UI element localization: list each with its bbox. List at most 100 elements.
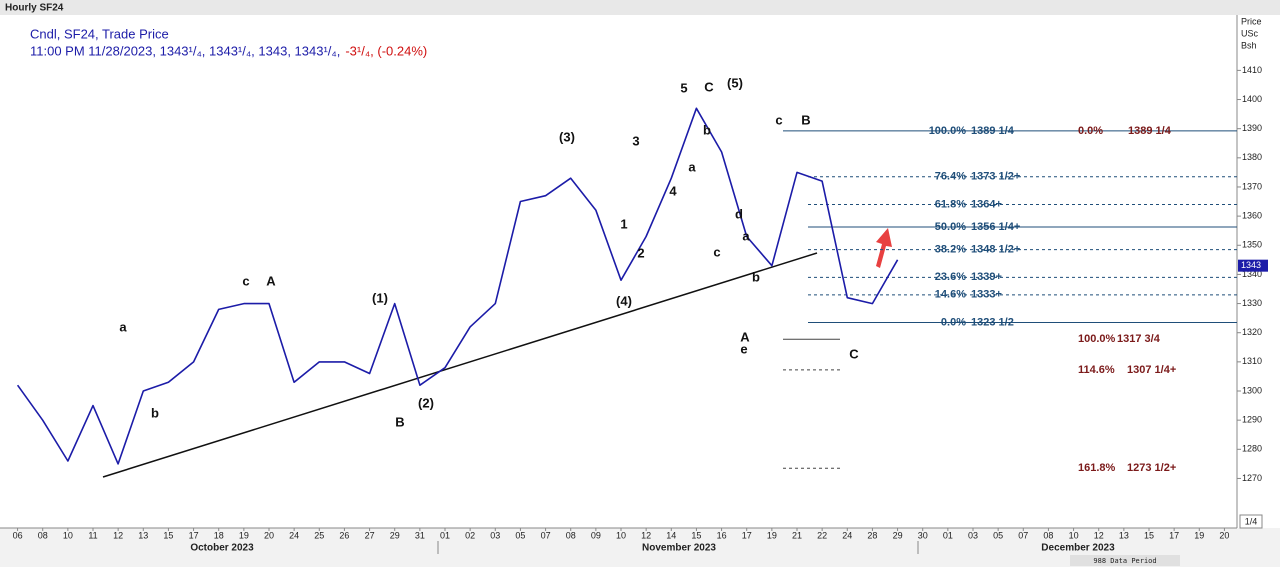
x-tick-label: 25: [314, 530, 324, 540]
wave-label: 3: [632, 133, 639, 148]
x-tick-label: 18: [214, 530, 224, 540]
wave-label: c: [713, 244, 720, 259]
y-tick-label: 1300: [1242, 385, 1262, 395]
y-tick-label: 1410: [1242, 65, 1262, 75]
scale-box-label: 1/4: [1245, 516, 1258, 526]
fib-price: 1389 1/4: [971, 125, 1015, 137]
x-tick-label: 07: [1018, 530, 1028, 540]
y-tick-label: 1340: [1242, 269, 1262, 279]
y-tick-label: 1360: [1242, 210, 1262, 220]
y-axis-title: Bsh: [1241, 40, 1257, 50]
y-tick-label: 1330: [1242, 298, 1262, 308]
x-tick-label: 20: [1219, 530, 1229, 540]
fib-pct: 61.8%: [935, 198, 966, 210]
quote: 11:00 PM 11/28/2023, 1343¹/₄, 1343¹/₄, 1…: [30, 43, 340, 58]
projection-price: 1389 1/4: [1128, 125, 1172, 137]
x-tick-label: 10: [616, 530, 626, 540]
x-tick-label: 02: [465, 530, 475, 540]
projection-price: 1317 3/4: [1117, 333, 1161, 345]
wave-label: (1): [372, 290, 388, 305]
fib-price: 1323 1/2: [971, 316, 1014, 328]
y-tick-label: 1290: [1242, 415, 1262, 425]
wave-label: B: [395, 414, 404, 429]
wave-label: 4: [669, 183, 677, 198]
x-tick-label: 15: [691, 530, 701, 540]
x-tick-label: 05: [515, 530, 525, 540]
scale-box: [1239, 514, 1263, 529]
x-tick-label: 27: [365, 530, 375, 540]
wave-label: A: [266, 273, 276, 288]
x-tick-label: 24: [842, 530, 852, 540]
wave-label: (3): [559, 129, 575, 144]
x-tick-label: 01: [943, 530, 953, 540]
projection-pct: 161.8%: [1078, 462, 1116, 474]
x-tick-label: 14: [666, 530, 676, 540]
x-tick-label: 05: [993, 530, 1003, 540]
fib-price: 1373 1/2+: [971, 171, 1020, 183]
title-bar: [0, 0, 1280, 15]
x-tick-label: 15: [1144, 530, 1154, 540]
x-tick-label: 29: [390, 530, 400, 540]
footer: 988 Data Period: [1093, 557, 1156, 565]
footer-box: [1070, 555, 1180, 566]
x-tick-label: 03: [490, 530, 500, 540]
x-tick-label: 12: [1094, 530, 1104, 540]
subtitle: Cndl, SF24, Trade Price: [30, 26, 169, 41]
fib-price: 1333+: [971, 289, 1002, 301]
x-tick-label: 21: [792, 530, 802, 540]
y-tick-label: 1400: [1242, 94, 1262, 104]
x-tick-label: 12: [641, 530, 651, 540]
x-tick-label: 12: [113, 530, 123, 540]
x-tick-label: 19: [1194, 530, 1204, 540]
wave-label: C: [704, 79, 714, 94]
month-label: December 2023: [1041, 543, 1115, 554]
y-tick-label: 1370: [1242, 181, 1262, 191]
wave-label: b: [151, 405, 159, 420]
x-tick-label: 20: [264, 530, 274, 540]
fib-price: 1356 1/4+: [971, 221, 1020, 233]
x-tick-label: 08: [1043, 530, 1053, 540]
wave-label: 5: [680, 80, 687, 95]
y-tick-label: 1350: [1242, 240, 1262, 250]
y-tick-label: 1270: [1242, 473, 1262, 483]
x-tick-label: 17: [189, 530, 199, 540]
x-tick-label: 30: [918, 530, 928, 540]
x-tick-label: 08: [38, 530, 48, 540]
x-tick-label: 19: [239, 530, 249, 540]
x-tick-label: 01: [440, 530, 450, 540]
wave-label: B: [801, 112, 810, 127]
x-tick-label: 13: [1119, 530, 1129, 540]
x-tick-label: 06: [13, 530, 23, 540]
price-line: [16, 107, 899, 465]
fib-pct: 50.0%: [935, 221, 966, 233]
fib-price: 1348 1/2+: [971, 244, 1020, 256]
x-tick-label: 26: [339, 530, 349, 540]
y-tick-label: 1310: [1242, 356, 1262, 366]
x-tick-label: 08: [566, 530, 576, 540]
x-tick-label: 31: [415, 530, 425, 540]
x-tick-label: 13: [138, 530, 148, 540]
wave-label: d: [735, 206, 743, 221]
x-axis-band: [0, 528, 1280, 567]
arrow: [876, 228, 892, 268]
projection-price: 1307 1/4+: [1127, 364, 1176, 376]
x-tick-label: 10: [1069, 530, 1079, 540]
wave-label: a: [742, 228, 750, 243]
y-tick-label: 1390: [1242, 123, 1262, 133]
fib-pct: 23.6%: [935, 271, 966, 283]
projection-pct: 114.6%: [1078, 364, 1115, 376]
y-tick-label: 1280: [1242, 444, 1262, 454]
wave-label: (5): [727, 75, 743, 90]
x-tick-label: 03: [968, 530, 978, 540]
x-tick-label: 15: [163, 530, 173, 540]
x-tick-label: 29: [893, 530, 903, 540]
wave-label: 1: [620, 216, 627, 231]
last-price-marker: [1238, 259, 1268, 272]
x-tick-label: 11: [88, 530, 97, 540]
wave-label: (4): [616, 293, 632, 308]
x-tick-label: 17: [742, 530, 752, 540]
projection-pct: 100.0%: [1078, 333, 1116, 345]
x-tick-label: 19: [767, 530, 777, 540]
